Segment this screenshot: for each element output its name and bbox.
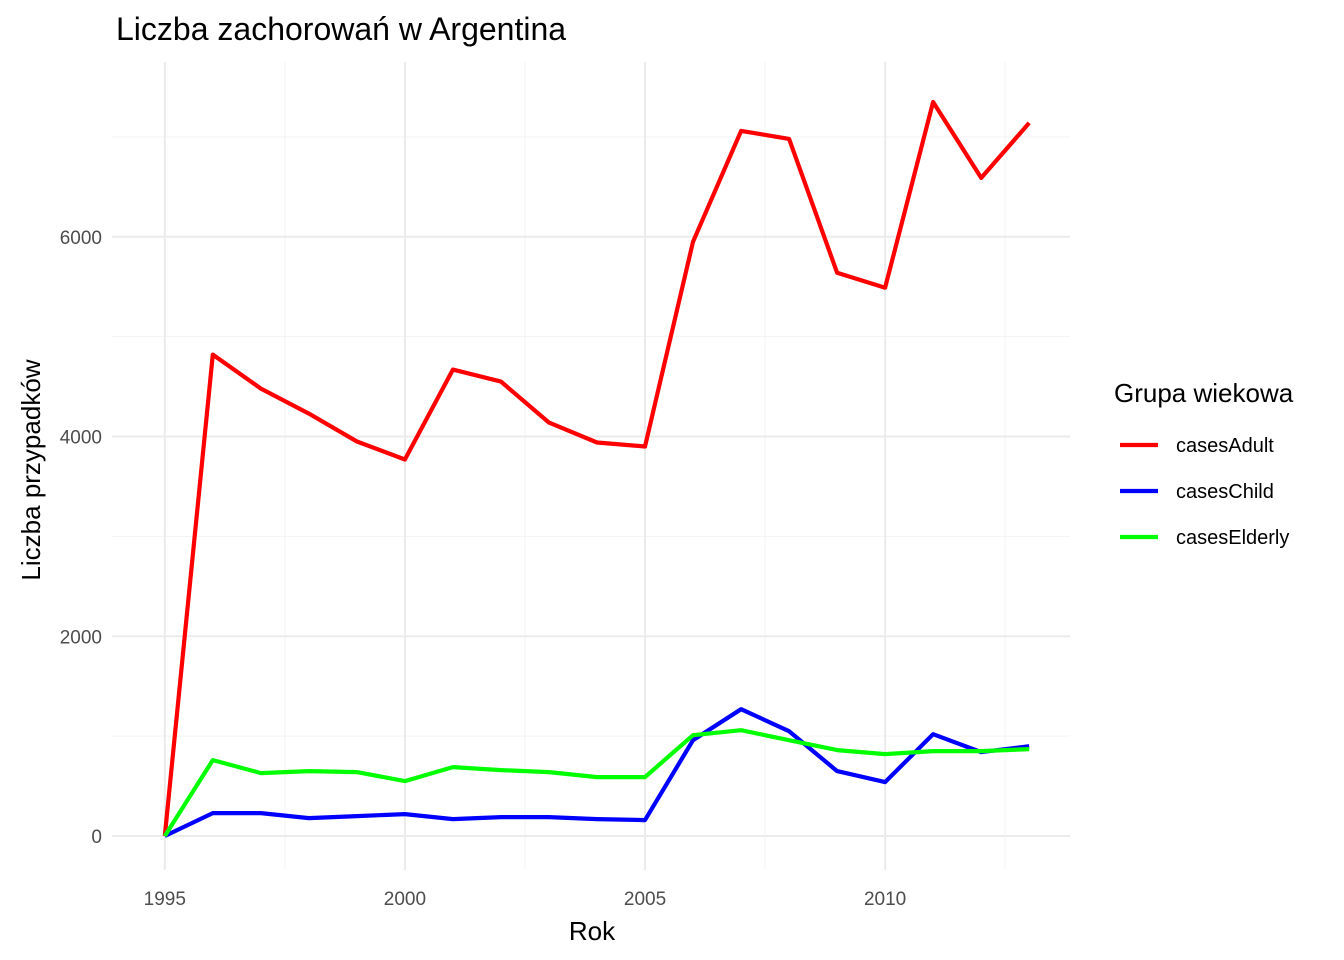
legend: Grupa wiekowa casesAdult casesChild casesE… xyxy=(1114,378,1294,549)
y-tick-label: 2000 xyxy=(60,627,102,648)
series-lines xyxy=(162,99,1031,838)
y-axis-title: Liczba przypadków xyxy=(16,359,46,580)
x-axis-title: Rok xyxy=(569,916,616,946)
series-line-casesAdult xyxy=(162,99,1031,837)
major-grid xyxy=(112,62,1070,870)
x-tick-label: 2010 xyxy=(864,889,906,910)
y-axis-ticks: 0 2000 4000 6000 xyxy=(60,228,102,848)
minor-grid xyxy=(112,62,1070,870)
x-axis-ticks: 1995 2000 2005 2010 xyxy=(144,889,907,910)
y-tick-label: 0 xyxy=(91,827,102,848)
legend-label-casesChild: casesChild xyxy=(1176,481,1274,503)
legend-label-casesAdult: casesAdult xyxy=(1176,435,1274,457)
x-tick-label: 2000 xyxy=(384,889,426,910)
chart-title: Liczba zachorowań w Argentina xyxy=(116,11,566,47)
x-tick-label: 2005 xyxy=(624,889,666,910)
legend-label-casesElderly: casesElderly xyxy=(1176,527,1289,549)
series-line-casesElderly xyxy=(163,728,1030,838)
x-tick-label: 1995 xyxy=(144,889,186,910)
y-tick-label: 6000 xyxy=(60,228,102,249)
y-tick-label: 4000 xyxy=(60,428,102,449)
series-line-casesChild xyxy=(163,707,1030,838)
legend-title: Grupa wiekowa xyxy=(1114,378,1294,408)
